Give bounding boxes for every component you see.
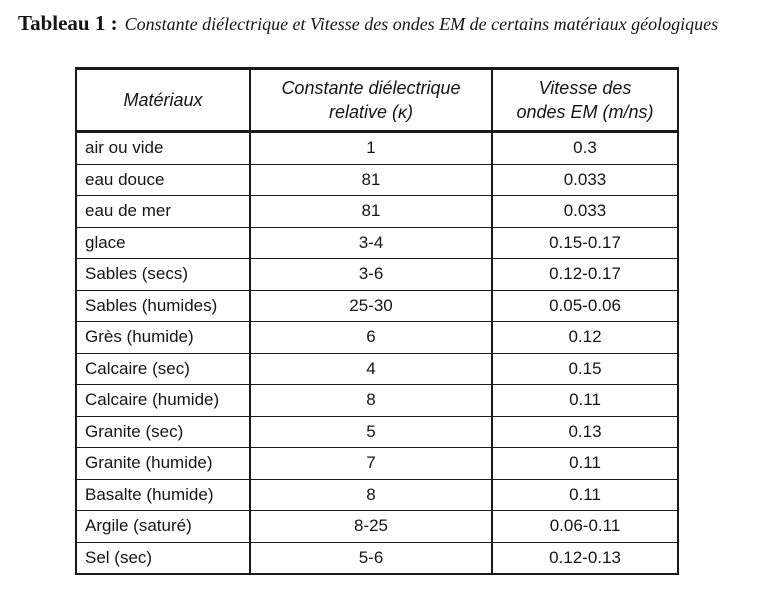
material-cell: Argile (saturé) xyxy=(75,510,251,543)
velocity-cell: 0.15 xyxy=(491,352,679,385)
kappa-cell: 8 xyxy=(249,384,493,417)
table-row: Sables (humides) 25-30 0.05-0.06 xyxy=(75,289,679,322)
materials-table: Matériaux Constante diélectrique relativ… xyxy=(75,67,679,575)
material-cell: air ou vide xyxy=(75,131,251,165)
table-row: eau douce 81 0.033 xyxy=(75,163,679,196)
table-row: Granite (sec) 5 0.13 xyxy=(75,415,679,448)
table-row: Basalte (humide) 8 0.11 xyxy=(75,478,679,511)
velocity-cell: 0.15-0.17 xyxy=(491,226,679,259)
velocity-cell: 0.12-0.17 xyxy=(491,258,679,291)
material-cell: Calcaire (humide) xyxy=(75,384,251,417)
table-row: Calcaire (humide) 8 0.11 xyxy=(75,384,679,417)
kappa-cell: 81 xyxy=(249,195,493,228)
velocity-cell: 0.11 xyxy=(491,447,679,480)
velocity-cell: 0.06-0.11 xyxy=(491,510,679,543)
velocity-cell: 0.3 xyxy=(491,131,679,165)
velocity-cell: 0.12 xyxy=(491,321,679,354)
kappa-cell: 8-25 xyxy=(249,510,493,543)
velocity-cell: 0.033 xyxy=(491,195,679,228)
velocity-cell: 0.13 xyxy=(491,415,679,448)
header-dielectric-constant: Constante diélectrique relative (κ) xyxy=(249,68,493,133)
table-row: Calcaire (sec) 4 0.15 xyxy=(75,352,679,385)
kappa-cell: 3-6 xyxy=(249,258,493,291)
velocity-cell: 0.11 xyxy=(491,384,679,417)
kappa-cell: 25-30 xyxy=(249,289,493,322)
material-cell: Calcaire (sec) xyxy=(75,352,251,385)
material-cell: Basalte (humide) xyxy=(75,478,251,511)
velocity-cell: 0.033 xyxy=(491,163,679,196)
kappa-cell: 3-4 xyxy=(249,226,493,259)
velocity-cell: 0.12-0.13 xyxy=(491,541,679,575)
header-row: Matériaux Constante diélectrique relativ… xyxy=(75,68,679,133)
table-caption: Tableau 1 : Constante diélectrique et Vit… xyxy=(18,11,718,36)
header-em-velocity: Vitesse des ondes EM (m/ns) xyxy=(491,68,679,133)
table-row: Granite (humide) 7 0.11 xyxy=(75,447,679,480)
material-cell: eau douce xyxy=(75,163,251,196)
kappa-cell: 7 xyxy=(249,447,493,480)
velocity-cell: 0.11 xyxy=(491,478,679,511)
kappa-cell: 6 xyxy=(249,321,493,354)
header-materials: Matériaux xyxy=(75,68,251,133)
material-cell: glace xyxy=(75,226,251,259)
material-cell: Sel (sec) xyxy=(75,541,251,575)
kappa-cell: 8 xyxy=(249,478,493,511)
material-cell: Granite (sec) xyxy=(75,415,251,448)
table-caption-text: Constante diélectrique et Vitesse des on… xyxy=(124,14,719,34)
material-cell: Grès (humide) xyxy=(75,321,251,354)
table-row: glace 3-4 0.15-0.17 xyxy=(75,226,679,259)
table-caption-label: Tableau 1 : xyxy=(18,11,118,35)
kappa-cell: 81 xyxy=(249,163,493,196)
material-cell: Sables (humides) xyxy=(75,289,251,322)
kappa-cell: 4 xyxy=(249,352,493,385)
table-row: air ou vide 1 0.3 xyxy=(75,131,679,165)
table-row: Sel (sec) 5-6 0.12-0.13 xyxy=(75,541,679,575)
table-row: Grès (humide) 6 0.12 xyxy=(75,321,679,354)
material-cell: Granite (humide) xyxy=(75,447,251,480)
table-row: eau de mer 81 0.033 xyxy=(75,195,679,228)
material-cell: Sables (secs) xyxy=(75,258,251,291)
table-row: Argile (saturé) 8-25 0.06-0.11 xyxy=(75,510,679,543)
kappa-cell: 5 xyxy=(249,415,493,448)
kappa-cell: 1 xyxy=(249,131,493,165)
velocity-cell: 0.05-0.06 xyxy=(491,289,679,322)
material-cell: eau de mer xyxy=(75,195,251,228)
table-row: Sables (secs) 3-6 0.12-0.17 xyxy=(75,258,679,291)
kappa-cell: 5-6 xyxy=(249,541,493,575)
